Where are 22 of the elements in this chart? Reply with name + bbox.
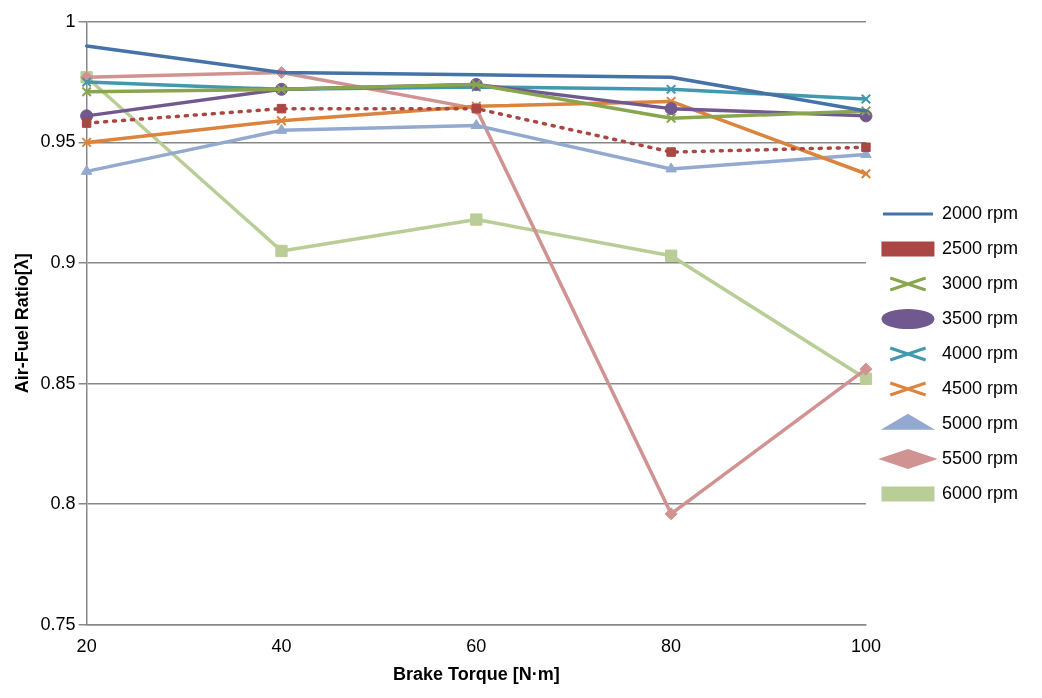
legend-label: 5500 rpm	[941, 447, 1018, 468]
y-tick-label: 0.8	[50, 493, 76, 514]
legend-label: 6000 rpm	[941, 482, 1018, 503]
legend-label: 2000 rpm	[941, 202, 1018, 223]
legend-label: 4000 rpm	[941, 342, 1018, 363]
y-tick-label: 0.75	[40, 613, 76, 634]
legend-label: 3500 rpm	[941, 307, 1018, 328]
y-tick-label: 0.9	[50, 251, 76, 272]
x-axis-title: Brake Torque [N·m]	[392, 664, 560, 685]
y-tick-label: 0.85	[40, 372, 76, 393]
x-tick-label: 20	[76, 635, 97, 656]
x-tick-label: 40	[271, 635, 292, 656]
legend-label: 2500 rpm	[941, 237, 1018, 258]
y-axis-title: Air-Fuel Ratio[λ]	[11, 253, 32, 394]
legend-label: 3000 rpm	[941, 272, 1018, 293]
x-tick-label: 80	[661, 635, 682, 656]
x-tick-label: 100	[850, 635, 881, 656]
y-tick-label: 1	[65, 10, 76, 31]
y-tick-label: 0.95	[40, 131, 76, 152]
legend-label: 4500 rpm	[941, 377, 1018, 398]
legend-label: 5000 rpm	[941, 412, 1018, 433]
x-tick-label: 60	[466, 635, 487, 656]
